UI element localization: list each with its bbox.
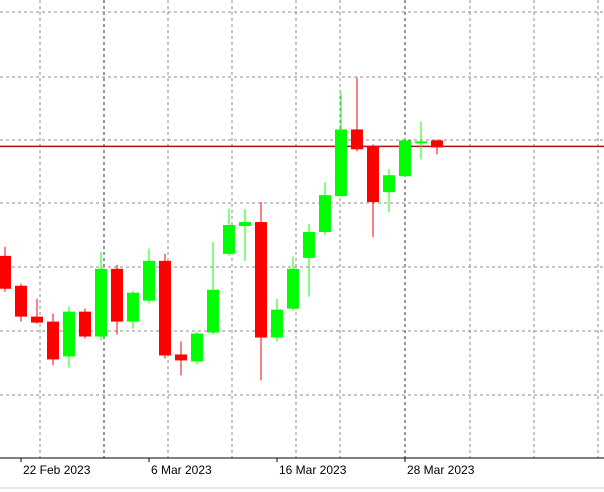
candle-body	[335, 129, 347, 197]
grid	[0, 0, 604, 458]
candle-body	[223, 225, 235, 254]
candle-body	[351, 129, 363, 150]
candle-body	[143, 260, 155, 301]
candle-body	[255, 222, 267, 338]
candle-body	[303, 231, 315, 258]
candle-body	[367, 146, 379, 203]
candle-body	[383, 175, 395, 193]
candle-body	[207, 289, 219, 333]
candle-body	[271, 309, 283, 338]
candle-body	[0, 255, 11, 289]
candle-body	[47, 321, 59, 360]
candle-body	[287, 268, 299, 309]
candle-body	[239, 222, 251, 227]
x-tick-label: 22 Feb 2023	[23, 463, 91, 477]
x-tick-label: 28 Mar 2023	[407, 463, 475, 477]
candle-body	[415, 141, 427, 144]
candle-body	[63, 311, 75, 357]
candle-body	[127, 292, 139, 322]
candle-body	[191, 333, 203, 362]
candle-body	[95, 268, 107, 337]
x-tick-label: 16 Mar 2023	[279, 463, 347, 477]
candle-body	[175, 354, 187, 361]
candle-body	[31, 316, 43, 323]
candle-body	[79, 311, 91, 337]
candle-body	[15, 285, 27, 317]
x-tick-label: 6 Mar 2023	[151, 463, 212, 477]
candle-body	[431, 140, 443, 148]
candle-body	[319, 195, 331, 232]
candle-body	[111, 268, 123, 322]
candle-body	[399, 140, 411, 177]
candle-body	[159, 260, 171, 356]
